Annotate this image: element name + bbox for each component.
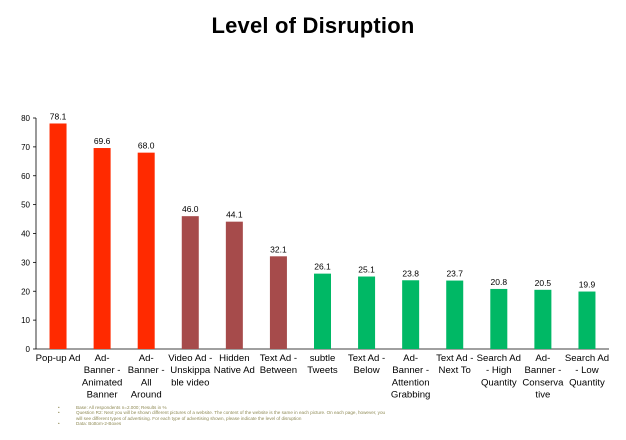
x-tick-label: Search Ad - Low Quantity [565,353,609,388]
bar [93,148,111,349]
footnote-bullet: • [58,405,60,410]
footnote-line: • Data: Bottom-2-Boxes [56,421,576,426]
x-tick-label: Ad-Banner -Conserva tive [522,353,564,401]
y-tick-label: 0 [26,345,31,354]
footnote-text: Question R2: Next you will be shown diff… [76,410,386,416]
data-label: 32.1 [270,244,287,254]
y-tick-label: 20 [21,287,30,296]
footnote-text: Base: All respondents n=2.000; Results i… [76,405,167,410]
x-tick-label: Pop-up Ad [36,353,81,364]
y-tick-label: 50 [21,201,30,210]
x-tick-label: Text Ad -Below [348,353,385,376]
bar [137,152,155,349]
x-tick-label: subtle Tweets [307,353,338,376]
footnotes: • Base: All respondents n=2.000; Results … [56,405,576,426]
y-tick-label: 40 [21,230,30,239]
data-label: 20.8 [491,277,508,287]
footnote-text: Data: Bottom-2-Boxes [76,420,122,426]
x-tick-label: Text Ad -Between [260,353,297,376]
bar [446,280,464,349]
x-tick-label: Ad-Banner -All Around [128,353,165,401]
data-label: 69.6 [94,136,111,146]
footnote-bullet: • [58,410,60,416]
footnote-bullet: • [58,420,60,426]
data-label: 44.1 [226,210,243,220]
chart-title: Level of Disruption [211,13,415,38]
chart-labels: 78.1 Pop-up Ad 69.6 Ad-Banner -Animated Bann… [36,111,609,400]
y-tick-label: 10 [21,316,30,325]
x-tick-label: Ad-Banner -Animated Banner [82,353,123,401]
y-tick-label: 70 [21,143,30,152]
data-label: 25.1 [358,265,375,275]
y-tick-label: 30 [21,258,30,267]
data-label: 78.1 [50,111,67,121]
bar [269,256,287,349]
data-label: 20.5 [535,278,552,288]
x-tick-label: Hidden Native Ad [214,353,255,376]
bar [49,123,67,349]
bar [314,273,331,349]
data-label: 26.1 [314,262,331,272]
bar [181,216,199,349]
data-label: 23.7 [446,269,463,279]
footnote-line: will see different types of advertising.… [56,416,576,421]
x-tick-label: Video Ad -Unskippa ble video [168,353,212,388]
y-tick-label: 60 [21,172,30,181]
bar [402,280,420,349]
bar [534,289,552,349]
footnote-line: • Question R2: Next you will be shown dif… [56,410,576,415]
x-tick-label: Search Ad - High Quantity [477,353,521,388]
footnote-text: will see different types of advertising.… [76,415,302,421]
footnote-line: • Base: All respondents n=2.000; Results … [56,405,576,410]
bar [578,291,596,349]
data-label: 19.9 [579,280,596,290]
y-tick-label: 80 [21,114,30,123]
data-label: 46.0 [182,204,199,214]
data-label: 23.8 [402,268,419,278]
data-label: 68.0 [138,141,155,151]
bar [490,288,508,349]
bar [225,221,243,349]
bar [358,276,376,349]
chart-bars [49,123,596,349]
x-tick-label: Ad-Banner -Attention Grabbing [391,353,430,401]
x-tick-label: Text Ad -Next To [436,353,473,376]
